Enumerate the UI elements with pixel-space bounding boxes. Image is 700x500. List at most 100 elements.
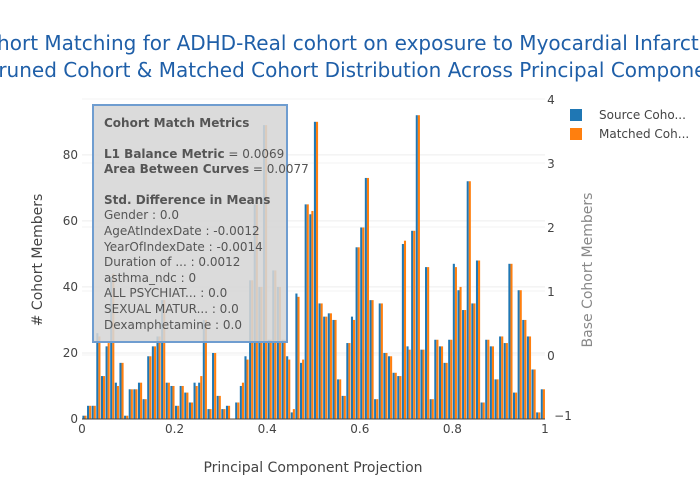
legend-item-matched[interactable]: Matched Coh... xyxy=(570,127,689,141)
y2-tick-label: 1 xyxy=(547,285,555,299)
bar-source xyxy=(383,352,386,419)
bar-source xyxy=(480,402,483,419)
bar-matched xyxy=(292,409,295,419)
bar-matched xyxy=(403,240,407,419)
bar-matched xyxy=(445,362,448,419)
bar-source xyxy=(216,395,219,419)
metric-item: Gender : 0.0 xyxy=(104,208,179,223)
bar-source xyxy=(188,402,191,419)
bar-source xyxy=(526,336,529,419)
bar-matched xyxy=(362,227,365,419)
bar-matched xyxy=(278,286,282,419)
bar-source xyxy=(137,382,141,419)
bar-source xyxy=(244,356,247,419)
bar-source xyxy=(397,376,400,419)
x-tick-label: 0 xyxy=(78,422,86,436)
bar-source xyxy=(87,405,90,419)
bar-matched xyxy=(121,362,124,419)
bar-source xyxy=(364,177,367,419)
bar-matched xyxy=(491,346,495,419)
bar-source xyxy=(295,293,298,419)
bar-matched xyxy=(385,352,388,419)
metric-item: SEXUAL MATUR... : 0.0 xyxy=(104,301,239,316)
y-tick-label: 80 xyxy=(63,148,78,162)
bar-matched xyxy=(288,359,291,419)
bar-matched xyxy=(251,280,254,419)
bar-source xyxy=(267,339,270,419)
bar-source xyxy=(318,303,321,419)
bar-matched xyxy=(103,376,106,419)
bar-source xyxy=(124,415,127,419)
bar-source xyxy=(452,263,455,419)
bar-source xyxy=(258,286,261,419)
bar-source xyxy=(327,313,330,419)
l1-label: L1 Balance Metric xyxy=(104,146,225,161)
bar-source xyxy=(457,290,460,419)
bar-matched xyxy=(89,405,92,419)
bar-matched xyxy=(454,267,457,419)
bar-matched xyxy=(510,263,513,419)
metric-item: Dexamphetamine : 0.0 xyxy=(104,317,242,332)
metric-item: YearOfIndexDate : -0.0014 xyxy=(104,239,263,254)
metric-item: asthma_ndc : 0 xyxy=(104,270,197,285)
bar-source xyxy=(147,356,150,419)
bar-matched xyxy=(181,385,184,419)
bar-matched xyxy=(478,260,481,419)
bar-matched xyxy=(320,303,323,419)
bar-matched xyxy=(399,376,402,419)
bar-matched xyxy=(269,339,272,419)
bar-source xyxy=(443,362,446,419)
bar-matched xyxy=(408,349,411,419)
bar-source xyxy=(184,392,187,419)
bar-matched xyxy=(223,409,226,419)
bar-source xyxy=(323,316,326,419)
bar-matched xyxy=(112,273,115,419)
bar-source xyxy=(119,362,122,419)
bar-matched xyxy=(315,121,319,419)
bar-matched xyxy=(260,286,263,419)
bar-matched xyxy=(348,343,351,419)
bar-source xyxy=(475,260,479,419)
y-tick-label: 20 xyxy=(63,346,78,360)
bar-source xyxy=(415,115,418,419)
bar-matched xyxy=(167,382,170,419)
metric-item: AgeAtIndexDate : -0.0012 xyxy=(104,223,260,238)
bar-source xyxy=(114,382,117,419)
bar-source xyxy=(290,412,293,419)
bar-source xyxy=(286,356,289,419)
y2-tick-label: 2 xyxy=(547,221,555,235)
bar-matched xyxy=(473,303,476,419)
bar-matched xyxy=(501,336,504,419)
bar-source xyxy=(350,316,354,419)
bar-source xyxy=(202,319,205,419)
y-tick-label: 40 xyxy=(63,280,78,294)
bar-matched xyxy=(334,319,337,419)
bar-source xyxy=(212,352,215,419)
bar-source xyxy=(193,382,196,419)
bar-matched xyxy=(149,356,152,419)
bar-source xyxy=(165,382,168,419)
bar-source xyxy=(110,277,113,419)
bar-matched xyxy=(306,204,309,419)
bar-source xyxy=(512,392,516,419)
bar-matched xyxy=(116,385,119,419)
bar-source xyxy=(179,385,182,419)
metrics-heading: Cohort Match Metrics xyxy=(104,116,250,130)
bar-source xyxy=(161,300,164,419)
bar-source xyxy=(170,385,173,419)
bar-source xyxy=(337,379,340,419)
bar-matched xyxy=(130,389,133,419)
legend-item-source[interactable]: Source Coho... xyxy=(570,108,686,122)
y2-tick-label: 4 xyxy=(547,93,555,107)
bar-matched xyxy=(487,339,490,419)
x-tick-label: 0.8 xyxy=(443,422,462,436)
bar-source xyxy=(300,362,303,419)
bar-matched xyxy=(459,286,462,419)
bar-matched xyxy=(297,296,300,419)
abc-value: = 0.0077 xyxy=(249,162,309,177)
y-tick-label: 60 xyxy=(63,214,78,228)
bar-matched xyxy=(126,415,129,419)
bar-source xyxy=(100,376,104,419)
bar-matched xyxy=(93,405,96,419)
bar-matched xyxy=(283,339,286,419)
